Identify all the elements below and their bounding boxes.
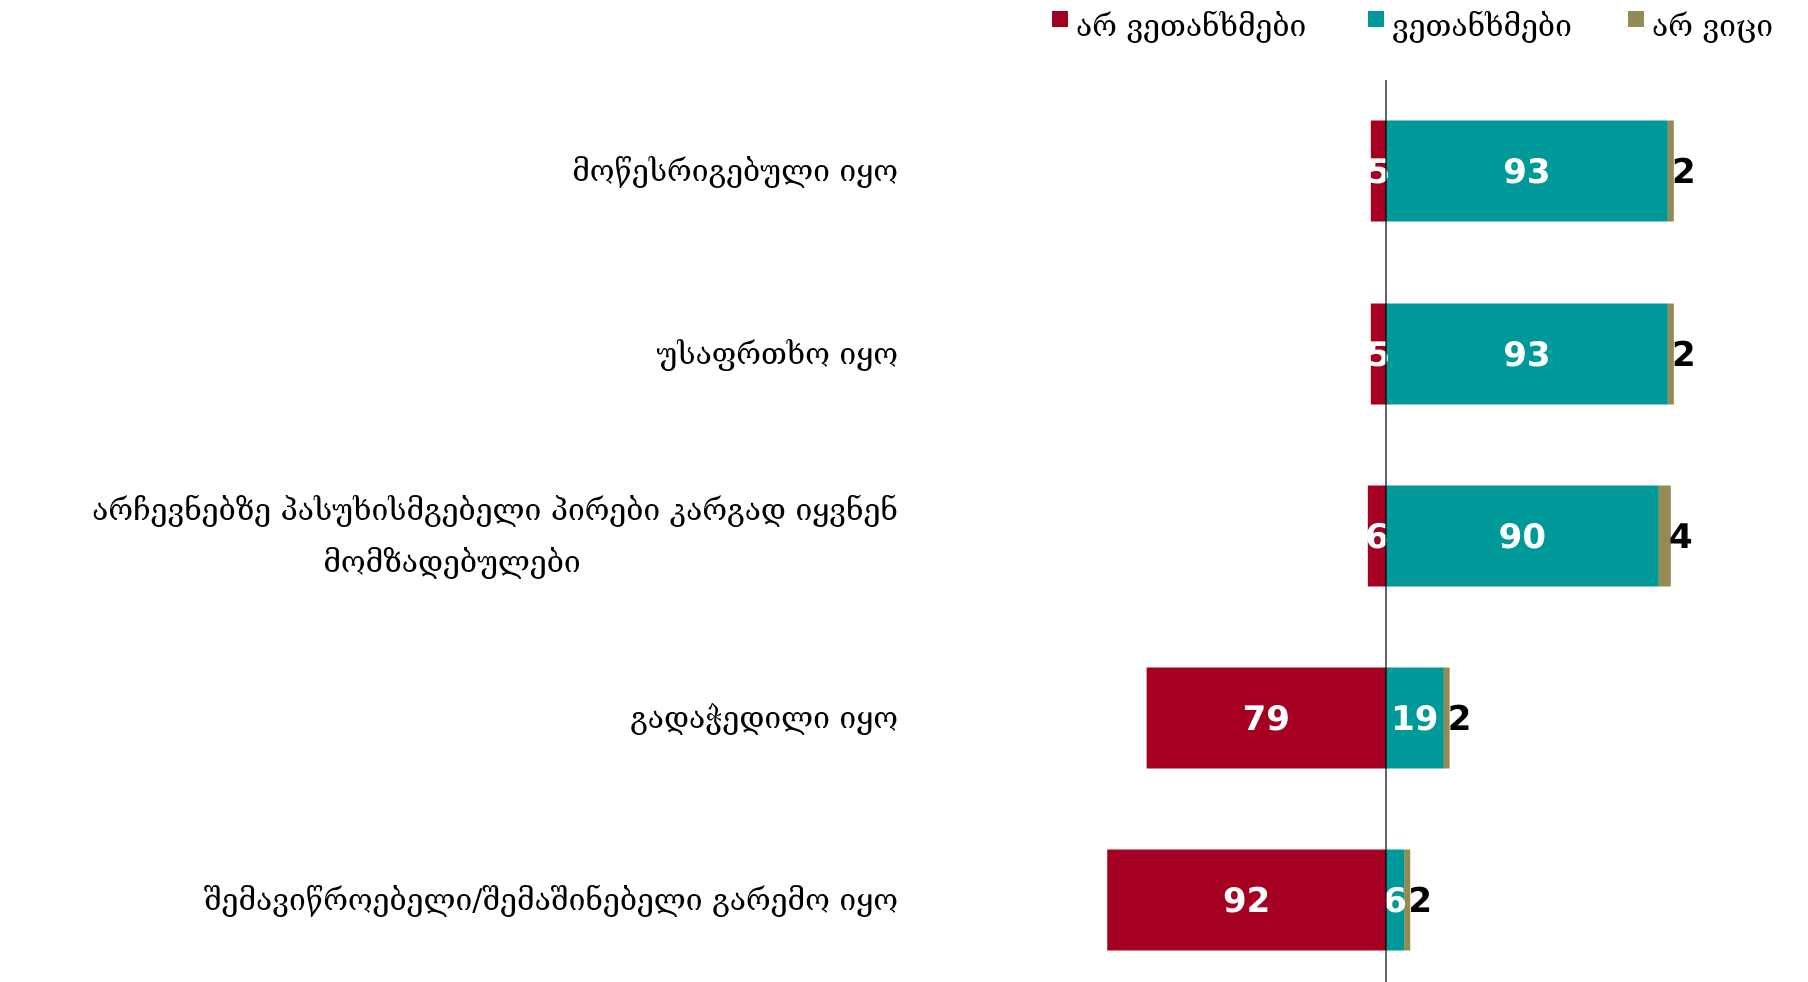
bar-agree-1 — [1386, 303, 1668, 405]
value-label-dontknow-0: 2 — [1672, 152, 1696, 192]
category-label-1: უსაფრთხო იყო — [656, 337, 898, 372]
value-label-disagree-0: 5 — [1367, 152, 1391, 192]
bar-agree-3 — [1386, 667, 1444, 769]
bar-dontknow-2 — [1658, 485, 1671, 587]
bar-agree-4 — [1386, 849, 1405, 951]
legend-swatch-0 — [1052, 11, 1068, 27]
legend-label-1: ვეთანხმები — [1392, 9, 1572, 44]
category-label-0: მოწესრიგებული იყო — [572, 154, 898, 189]
legend-label-2: არ ვიცი — [1652, 9, 1773, 44]
legend-swatch-1 — [1368, 11, 1384, 27]
legend-label-0: არ ვეთანხმები — [1076, 9, 1306, 44]
value-label-disagree-3: 79 — [1243, 699, 1290, 739]
category-label-2-line2: მომზადებულები — [323, 545, 580, 580]
category-label-3: გადაჭედილი იყო — [630, 701, 898, 736]
bar-dontknow-0 — [1667, 120, 1674, 222]
bar-disagree-4 — [1107, 849, 1386, 951]
bar-dontknow-1 — [1667, 303, 1674, 405]
legend: არ ვეთანხმები ვეთანხმები არ ვიცი — [1052, 9, 1773, 44]
bar-agree-0 — [1386, 120, 1668, 222]
bars — [1107, 120, 1674, 951]
value-label-disagree-2: 6 — [1365, 517, 1389, 557]
value-label-agree-1: 93 — [1503, 335, 1550, 375]
bar-disagree-0 — [1370, 120, 1386, 222]
value-label-dontknow-2: 4 — [1669, 517, 1693, 557]
bar-disagree-1 — [1370, 303, 1386, 405]
bar-dontknow-4 — [1404, 849, 1411, 951]
value-label-dontknow-1: 2 — [1672, 335, 1696, 375]
value-label-agree-2: 90 — [1499, 517, 1546, 557]
category-label-4: შემავიწროებელი/შემაშინებელი გარემო იყო — [204, 883, 898, 918]
value-label-agree-0: 93 — [1503, 152, 1550, 192]
bar-agree-2 — [1386, 485, 1659, 587]
value-label-disagree-1: 5 — [1367, 335, 1391, 375]
bar-dontknow-3 — [1443, 667, 1450, 769]
value-label-agree-3: 19 — [1391, 699, 1438, 739]
category-labels: მოწესრიგებული იყო უსაფრთხო იყო არჩევნებზე … — [92, 154, 898, 918]
data-labels: 5 93 25 93 26 90 479 19 292 6 2 — [1223, 152, 1696, 921]
value-label-agree-4: 6 — [1383, 881, 1407, 921]
value-label-dontknow-4: 2 — [1408, 881, 1432, 921]
value-label-disagree-4: 92 — [1223, 881, 1270, 921]
legend-swatch-2 — [1628, 11, 1644, 27]
value-label-dontknow-3: 2 — [1448, 699, 1472, 739]
bar-disagree-3 — [1146, 667, 1386, 769]
category-label-2: არჩევნებზე პასუხისმგებელი პირები კარგად … — [92, 493, 898, 528]
bar-disagree-2 — [1367, 485, 1386, 587]
